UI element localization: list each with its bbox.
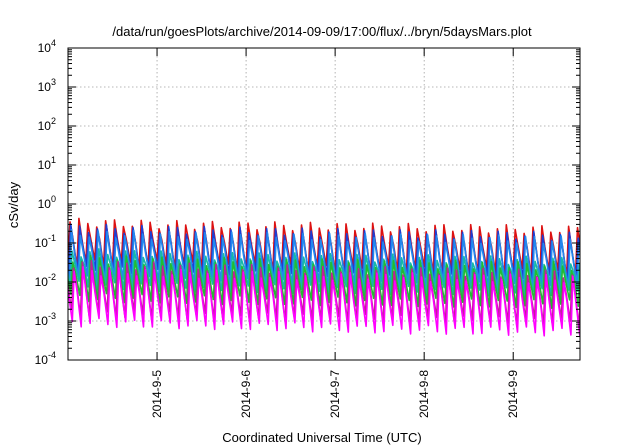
grid (68, 48, 580, 360)
axes: 10-4 10-3 10-2 10-1 100 101 102 103 104 2014-9-5 2… (35, 38, 581, 418)
y-axis-label: cSv/day (6, 181, 21, 228)
plot-frame (67, 47, 581, 361)
y-tick-label: 10-3 (35, 311, 56, 328)
series-line (68, 254, 580, 309)
chart-title: /data/run/goesPlots/archive/2014-09-09/1… (112, 24, 532, 39)
y-tick-label: 104 (38, 38, 56, 55)
y-tick-label: 10-4 (35, 350, 56, 367)
x-tick-label: 2014-9-9 (506, 370, 520, 418)
y-tick-label: 102 (38, 116, 56, 133)
y-tick-label: 100 (38, 194, 56, 211)
series-lines (68, 217, 580, 337)
y-tick-label: 103 (38, 77, 56, 94)
x-tick-label: 2014-9-8 (417, 370, 431, 418)
x-axis-label: Coordinated Universal Time (UTC) (222, 430, 421, 445)
y-tick-label: 101 (38, 155, 56, 172)
x-tick-label: 2014-9-5 (150, 370, 164, 418)
series-line (68, 266, 580, 337)
y-tick-label: 10-2 (35, 272, 56, 289)
y-tick-label: 10-1 (35, 233, 56, 250)
x-tick-label: 2014-9-6 (239, 370, 253, 418)
x-tick-label: 2014-9-7 (328, 370, 342, 418)
